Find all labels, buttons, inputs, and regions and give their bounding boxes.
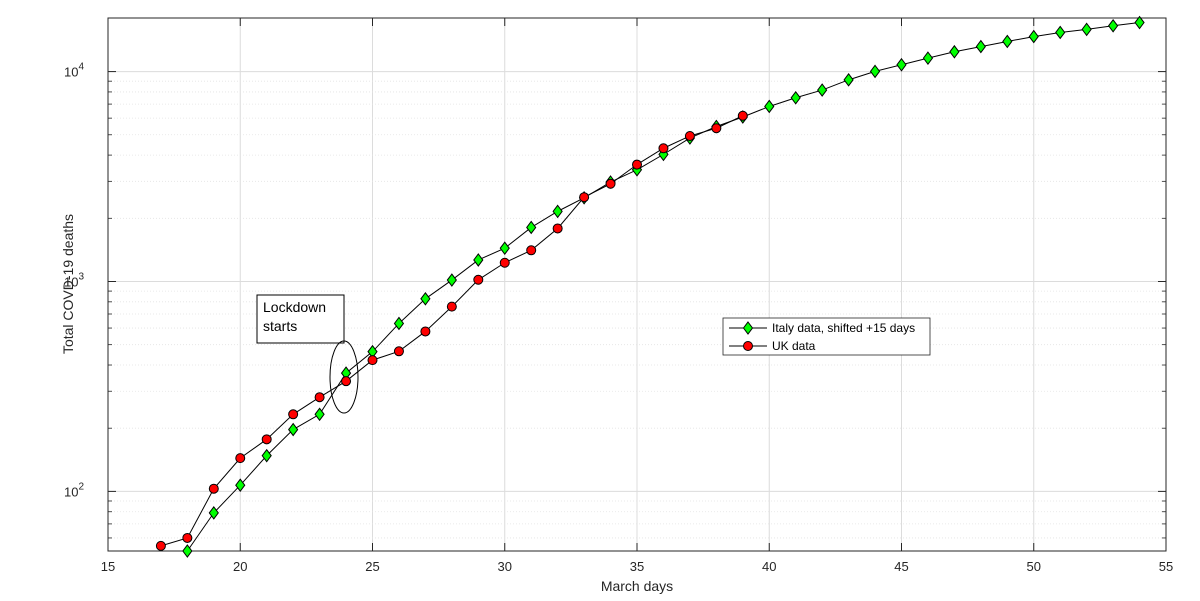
italy-data-point bbox=[446, 273, 457, 287]
italy-data-point bbox=[1002, 34, 1013, 49]
italy-data-point bbox=[896, 57, 907, 72]
italy-data-point bbox=[235, 478, 246, 493]
uk-data-point bbox=[208, 483, 219, 494]
italy-data-point bbox=[182, 544, 193, 558]
italy-data-point bbox=[922, 51, 934, 65]
legend-box bbox=[722, 317, 931, 356]
series-uk bbox=[155, 110, 748, 551]
italy-data-point bbox=[1107, 18, 1119, 33]
uk-data-point bbox=[420, 326, 431, 337]
uk-data-point bbox=[288, 409, 299, 420]
y-tick-label: 102 bbox=[64, 481, 84, 499]
italy-data-point bbox=[288, 422, 299, 437]
y-tick-exponent: 2 bbox=[78, 481, 84, 492]
uk-data-point bbox=[605, 178, 616, 189]
italy-data-point bbox=[975, 39, 986, 54]
x-tick-label: 15 bbox=[101, 559, 115, 574]
uk-data-point bbox=[552, 223, 563, 234]
lockdown-annotation: Lockdown starts bbox=[256, 294, 359, 414]
uk-data-point bbox=[632, 159, 642, 170]
y-tick-exponent: 3 bbox=[78, 271, 84, 282]
annotation-line-1: Lockdown bbox=[263, 299, 326, 315]
annotation-line-2: starts bbox=[263, 318, 297, 334]
uk-data-point bbox=[235, 453, 246, 464]
legend-marker-italy bbox=[742, 321, 754, 335]
italy-data-point bbox=[790, 90, 801, 105]
uk-data-point bbox=[314, 392, 325, 403]
y-tick-label: 103 bbox=[64, 271, 84, 289]
italy-data-point bbox=[208, 506, 219, 520]
y-tick-base: 10 bbox=[64, 274, 78, 289]
x-tick-label: 35 bbox=[630, 559, 644, 574]
italy-data-point bbox=[552, 204, 563, 219]
annotation-ellipse bbox=[329, 340, 359, 414]
x-tick-label: 40 bbox=[762, 559, 776, 574]
legend-label-uk: UK data bbox=[772, 339, 816, 353]
x-tick-label: 45 bbox=[894, 559, 908, 574]
italy-data-point bbox=[314, 407, 325, 422]
uk-data-point bbox=[155, 540, 166, 551]
legend-label-italy: Italy data, shifted +15 days bbox=[772, 321, 915, 335]
grid bbox=[108, 18, 1166, 551]
uk-data-point bbox=[261, 434, 272, 445]
italy-data-point bbox=[1134, 15, 1145, 30]
uk-data-point bbox=[182, 532, 193, 543]
uk-data-point bbox=[341, 376, 352, 387]
uk-data-point bbox=[579, 192, 590, 203]
italy-data-point bbox=[949, 44, 960, 59]
uk-data-point bbox=[711, 123, 722, 134]
uk-data-point bbox=[499, 257, 510, 268]
italy-data-point bbox=[817, 83, 828, 97]
italy-data-point bbox=[843, 73, 854, 87]
x-tick-label: 50 bbox=[1027, 559, 1041, 574]
x-tick-label: 20 bbox=[233, 559, 247, 574]
italy-data-point bbox=[473, 253, 484, 267]
italy-data-point bbox=[869, 64, 881, 79]
legend-marker-uk bbox=[743, 341, 753, 351]
italy-data-point bbox=[420, 291, 431, 306]
uk-data-point bbox=[526, 245, 537, 256]
italy-data-point bbox=[526, 220, 537, 235]
x-axis-label: March days bbox=[601, 578, 673, 594]
italy-data-point bbox=[1028, 29, 1039, 44]
italy-data-point bbox=[393, 316, 405, 331]
italy-data-point bbox=[1081, 22, 1092, 37]
y-tick-exponent: 4 bbox=[78, 62, 84, 73]
italy-data-point bbox=[261, 448, 272, 463]
y-tick-base: 10 bbox=[64, 484, 78, 499]
italy-data-point bbox=[764, 99, 775, 114]
legend: Italy data, shifted +15 days UK data bbox=[722, 317, 931, 356]
uk-data-point bbox=[393, 346, 404, 357]
uk-data-point bbox=[737, 110, 748, 121]
y-tick-base: 10 bbox=[64, 65, 78, 80]
x-tick-label: 25 bbox=[365, 559, 379, 574]
x-tick-label: 55 bbox=[1159, 559, 1173, 574]
uk-data-point bbox=[684, 130, 695, 141]
italy-data-point bbox=[1055, 25, 1066, 40]
y-tick-label: 104 bbox=[64, 62, 84, 80]
series-layer bbox=[155, 15, 1145, 558]
uk-data-point bbox=[473, 274, 484, 285]
italy-data-point bbox=[499, 241, 510, 256]
y-axis-label: Total COVD-19 deaths bbox=[60, 214, 76, 354]
annotation-box bbox=[256, 294, 345, 344]
uk-data-point bbox=[446, 301, 457, 312]
x-tick-label: 30 bbox=[498, 559, 512, 574]
uk-data-point bbox=[658, 143, 669, 154]
uk-data-point bbox=[367, 355, 378, 366]
